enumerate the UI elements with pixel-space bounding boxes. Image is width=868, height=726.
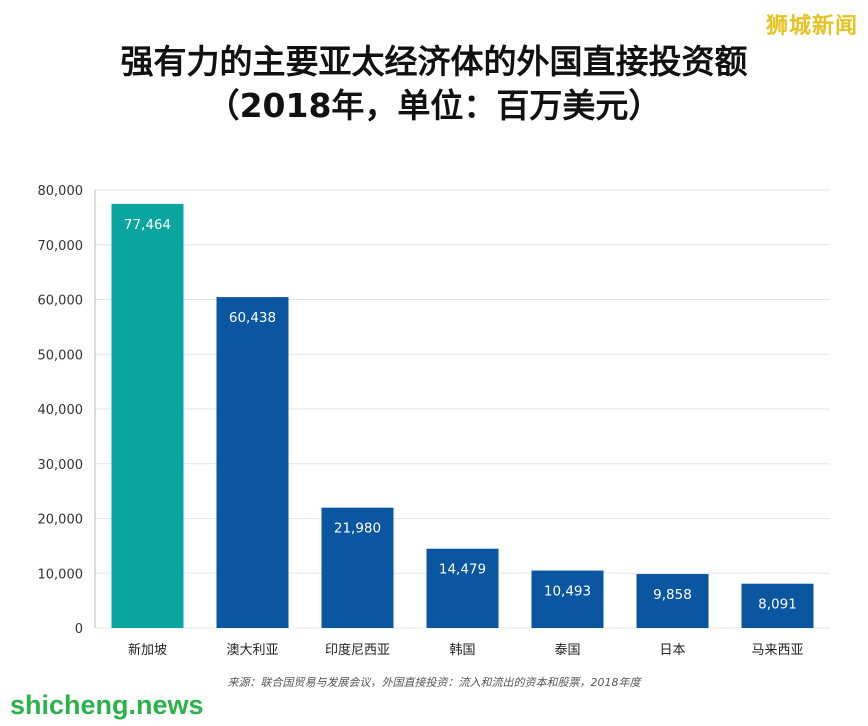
y-tick-label: 70,000 xyxy=(38,239,84,254)
bar-value-label: 21,980 xyxy=(334,521,381,537)
watermark-top-logo: 狮城新闻 xyxy=(765,14,858,39)
chart-area: 0 10,000 20,000 30,000 40,000 50,000 60,000 70,… xyxy=(0,170,868,670)
bar xyxy=(321,507,394,628)
x-tick-label: 马来西亚 xyxy=(751,643,803,658)
bar-value-label: 77,464 xyxy=(124,217,171,233)
title-line-1: 强有力的主要亚太经济体的外国直接投资额 xyxy=(120,42,748,81)
y-tick-label: 50,000 xyxy=(38,348,84,363)
bar-chart: 0 10,000 20,000 30,000 40,000 50,000 60,000 70,… xyxy=(38,184,830,658)
y-tick-label: 30,000 xyxy=(38,458,84,473)
bar xyxy=(426,548,499,628)
bar-value-label: 14,479 xyxy=(439,562,486,578)
y-tick-label: 60,000 xyxy=(38,294,84,309)
chart-title: 强有力的主要亚太经济体的外国直接投资额 （2018年，单位：百万美元） xyxy=(0,40,868,128)
x-tick-label: 印度尼西亚 xyxy=(325,642,390,658)
y-tick-label: 10,000 xyxy=(38,567,84,582)
x-tick-label: 韩国 xyxy=(449,643,475,658)
bar xyxy=(741,583,814,628)
bar xyxy=(636,574,709,628)
bar xyxy=(531,570,604,628)
x-tick-label: 日本 xyxy=(659,643,685,658)
source-note: 来源：联合国贸易与发展会议，外国直接投资：流入和流出的资本和股票，2018年度 xyxy=(227,676,641,689)
watermark-bottom-logo: shicheng.news xyxy=(10,690,204,720)
bar-value-label: 9,858 xyxy=(653,587,692,603)
bar-value-label: 60,438 xyxy=(229,310,276,326)
bar xyxy=(111,203,184,629)
title-line-2: （2018年，单位：百万美元） xyxy=(206,86,662,125)
bar-value-label: 10,493 xyxy=(544,584,591,600)
y-tick-label: 20,000 xyxy=(38,513,84,528)
x-tick-label: 泰国 xyxy=(554,643,580,658)
y-tick-label: 0 xyxy=(75,622,83,637)
y-tick-label: 80,000 xyxy=(38,184,84,199)
x-tick-label: 新加坡 xyxy=(128,642,167,658)
bar-value-label: 8,091 xyxy=(758,597,797,613)
x-tick-label: 澳大利亚 xyxy=(226,642,278,658)
y-tick-label: 40,000 xyxy=(38,403,84,418)
bar xyxy=(216,297,289,628)
